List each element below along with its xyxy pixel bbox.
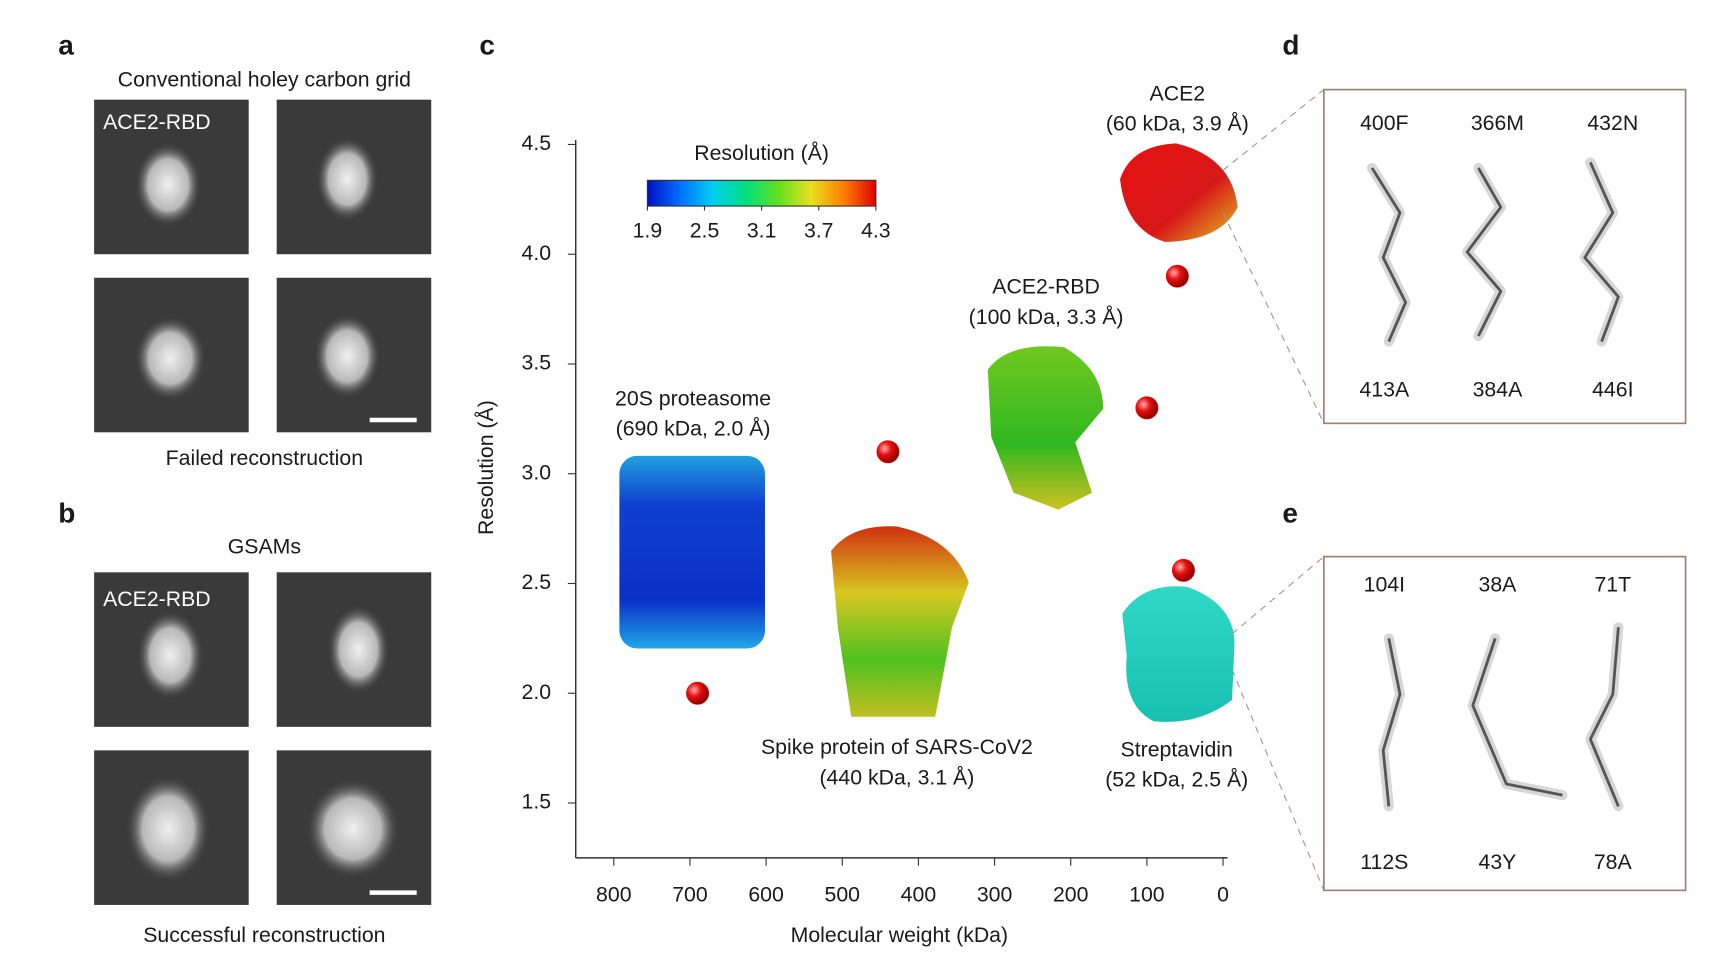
scatter-chart: 800 700 600 500 400 300 200 100 0 1.5 2.0 2.5 3.0 3.5…	[474, 81, 1249, 947]
residue-label: 413A	[1359, 377, 1409, 401]
panel-label: e	[1282, 498, 1298, 529]
y-tick-label: 1.5	[522, 790, 552, 814]
residue-label: 43Y	[1479, 850, 1517, 874]
residue-label: 71T	[1594, 572, 1631, 596]
y-tick-label: 3.0	[522, 460, 552, 484]
residue-label: 446I	[1592, 377, 1633, 401]
y-axis-title: Resolution (Å)	[474, 400, 498, 535]
residue-label: 112S	[1360, 850, 1408, 874]
y-tick-label: 4.0	[522, 241, 552, 265]
x-tick-label: 400	[901, 883, 936, 907]
panel-label: d	[1282, 29, 1299, 60]
point-label: (690 kDa, 2.0 Å)	[616, 417, 771, 441]
point-label: Spike protein of SARS-CoV2	[761, 735, 1033, 759]
zoom-box-d	[1222, 88, 1687, 425]
residue-label: 78A	[1594, 850, 1633, 874]
residue-labels: 104I 38A 71T 112S 43Y 78A	[1360, 572, 1632, 874]
data-point	[1135, 396, 1159, 420]
data-point	[876, 440, 900, 464]
y-tick-label: 2.5	[522, 570, 552, 594]
point-label: (52 kDa, 2.5 Å)	[1105, 768, 1248, 792]
point-label: 20S proteasome	[615, 386, 771, 410]
residue-label: 384A	[1473, 377, 1523, 401]
point-label: (440 kDa, 3.1 Å)	[819, 765, 974, 789]
x-tick-label: 800	[596, 883, 631, 907]
micrographs-a	[94, 99, 432, 433]
micrographs-b	[94, 572, 432, 905]
point-label: Streptavidin	[1121, 737, 1233, 761]
colorbar-tick-label: 3.1	[747, 218, 777, 242]
y-tick-label: 2.0	[522, 680, 552, 704]
point-label: ACE2	[1150, 81, 1206, 105]
data-point	[686, 681, 710, 705]
colorbar-tick-label: 4.3	[861, 218, 891, 242]
colorbar-title: Resolution (Å)	[694, 141, 829, 165]
panel-title: GSAMs	[228, 534, 301, 558]
y-tick-label: 3.5	[522, 351, 552, 375]
image-label: ACE2-RBD	[103, 110, 211, 134]
colorbar-tick-label: 1.9	[633, 218, 663, 242]
residue-label: 104I	[1364, 572, 1405, 596]
zoom-box-e	[1231, 555, 1687, 892]
x-tick-label: 700	[672, 883, 707, 907]
panel-title: Conventional holey carbon grid	[118, 67, 411, 91]
density-maps	[619, 143, 1238, 722]
x-tick-label: 200	[1053, 883, 1088, 907]
panel-caption: Failed reconstruction	[166, 446, 363, 470]
colorbar-tick-label: 2.5	[690, 218, 720, 242]
residue-label: 38A	[1479, 572, 1518, 596]
x-tick-label: 300	[977, 883, 1012, 907]
panel-label: c	[479, 29, 495, 60]
colorbar-tick-label: 3.7	[804, 218, 834, 242]
panel-caption: Successful reconstruction	[143, 923, 385, 947]
colorbar	[646, 179, 877, 207]
panel-label: a	[58, 29, 74, 60]
point-label: (60 kDa, 3.9 Å)	[1106, 112, 1249, 136]
x-tick-label: 100	[1129, 883, 1164, 907]
x-tick-label: 0	[1217, 883, 1229, 907]
x-tick-label: 600	[748, 883, 783, 907]
panel-label: b	[58, 498, 75, 529]
residue-label: 400F	[1360, 111, 1408, 135]
residue-label: 366M	[1471, 111, 1524, 135]
x-tick-label: 500	[825, 883, 860, 907]
residue-labels: 400F 366M 432N 413A 384A 446I	[1359, 111, 1638, 402]
y-tick-label: 4.5	[522, 131, 552, 155]
image-label: ACE2-RBD	[103, 587, 211, 611]
point-label: ACE2-RBD	[992, 275, 1100, 299]
residue-label: 432N	[1587, 111, 1638, 135]
data-point	[1171, 558, 1195, 582]
data-point	[1165, 264, 1189, 288]
point-label: (100 kDa, 3.3 Å)	[969, 305, 1124, 329]
x-axis-title: Molecular weight (kDa)	[791, 923, 1008, 947]
